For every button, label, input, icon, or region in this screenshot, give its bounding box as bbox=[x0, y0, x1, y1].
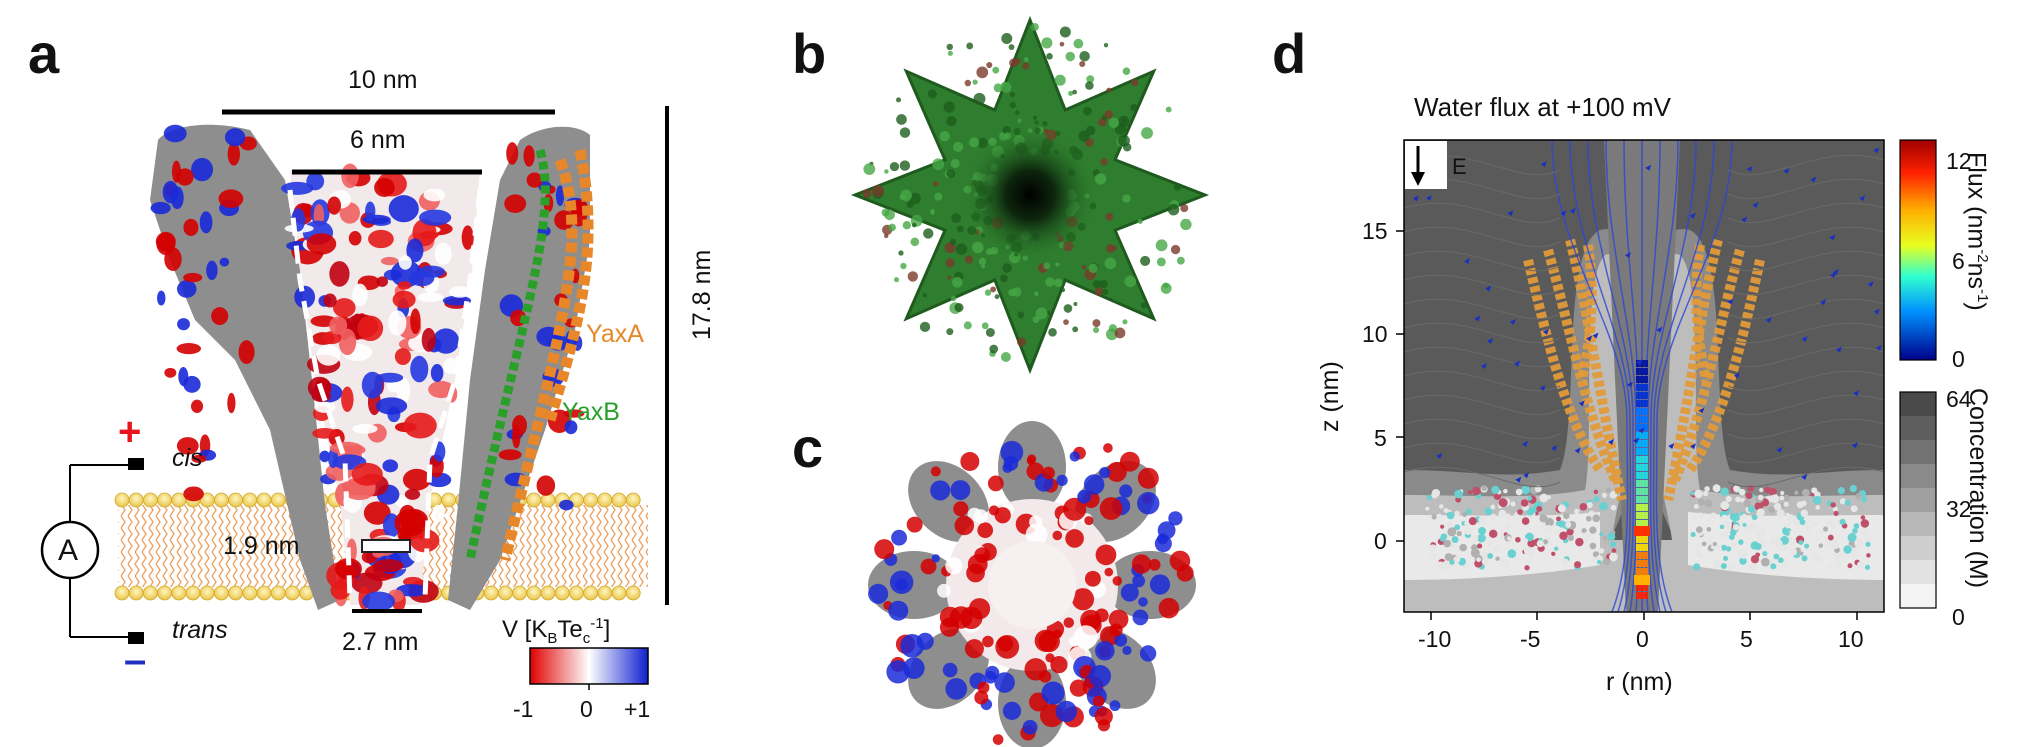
y-axis-label: z (nm) bbox=[1316, 361, 1344, 432]
panel-d-plot bbox=[1396, 139, 1937, 620]
potential-colorbar-title: V [KBTec-1] bbox=[502, 615, 611, 647]
flux-colorbar bbox=[1899, 139, 1937, 361]
potential-tick-max: +1 bbox=[624, 696, 651, 722]
bottom-width-label: 2.7 nm bbox=[342, 628, 419, 656]
panel-label-b: b bbox=[792, 22, 827, 85]
minus-sign: – bbox=[124, 638, 147, 682]
x-axis-label: r (nm) bbox=[1606, 668, 1673, 696]
height-label: 17.8 nm bbox=[688, 249, 716, 340]
ammeter-circuit bbox=[40, 458, 144, 644]
x-tick-label: -5 bbox=[1520, 626, 1541, 652]
field-label: E bbox=[1452, 154, 1467, 179]
flux-tick-label: 6 bbox=[1952, 248, 1965, 274]
flux-tick-label: 0 bbox=[1952, 346, 1965, 372]
panel-label-d: d bbox=[1272, 22, 1307, 85]
trans-label: trans bbox=[172, 616, 228, 644]
constriction-label: 1.9 nm bbox=[223, 532, 300, 560]
ammeter-label: A bbox=[58, 534, 79, 567]
field-arrow-icon bbox=[1411, 172, 1425, 186]
x-tick-label: 10 bbox=[1838, 626, 1864, 652]
plus-sign: + bbox=[118, 410, 142, 454]
y-tick-label: 15 bbox=[1362, 218, 1388, 244]
cis-label: cis bbox=[172, 444, 203, 472]
ammeter-icon bbox=[40, 520, 100, 580]
x-tick-label: -10 bbox=[1418, 626, 1452, 652]
panel-label-c: c bbox=[792, 416, 824, 479]
conc-tick-label: 64 bbox=[1946, 386, 1972, 412]
conc-tick-label: 32 bbox=[1946, 496, 1972, 522]
potential-tick-mid: 0 bbox=[580, 696, 593, 722]
panel-b-top-view bbox=[850, 15, 1210, 375]
y-tick-label: 5 bbox=[1374, 425, 1387, 451]
potential-colorbar bbox=[529, 647, 649, 685]
x-tick-label: 5 bbox=[1740, 626, 1753, 652]
pore-protein-section bbox=[150, 124, 594, 612]
conc-tick-label: 0 bbox=[1952, 604, 1965, 630]
dimension-bars bbox=[222, 106, 669, 613]
y-tick-label: 10 bbox=[1362, 321, 1388, 347]
x-tick-label: 0 bbox=[1636, 626, 1649, 652]
concentration-colorbar-label: Concentration (M) bbox=[1964, 388, 1992, 589]
width-inner-label: 6 nm bbox=[350, 126, 406, 154]
flux-colorbar-label: Flux (nm-2ns-1) bbox=[1962, 152, 1991, 311]
concentration-colorbar bbox=[1899, 391, 1937, 609]
yaxa-label: YaxA bbox=[586, 320, 644, 348]
panel-label-a: a bbox=[28, 22, 60, 85]
panel-c-section-view bbox=[868, 421, 1196, 747]
y-tick-label: 0 bbox=[1374, 528, 1387, 554]
yaxb-label: YaxB bbox=[562, 398, 620, 426]
width-top-label: 10 nm bbox=[348, 66, 418, 94]
constriction-marker bbox=[361, 539, 411, 553]
flux-tick-label: 12 bbox=[1946, 148, 1972, 174]
potential-tick-min: -1 bbox=[513, 696, 534, 722]
chart-title: Water flux at +100 mV bbox=[1414, 92, 1671, 122]
